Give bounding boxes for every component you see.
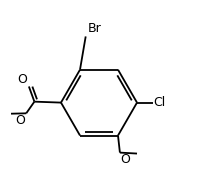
Text: Br: Br (88, 22, 101, 36)
Text: O: O (17, 73, 27, 86)
Text: O: O (15, 114, 25, 127)
Text: Cl: Cl (153, 96, 165, 109)
Text: O: O (120, 153, 130, 166)
